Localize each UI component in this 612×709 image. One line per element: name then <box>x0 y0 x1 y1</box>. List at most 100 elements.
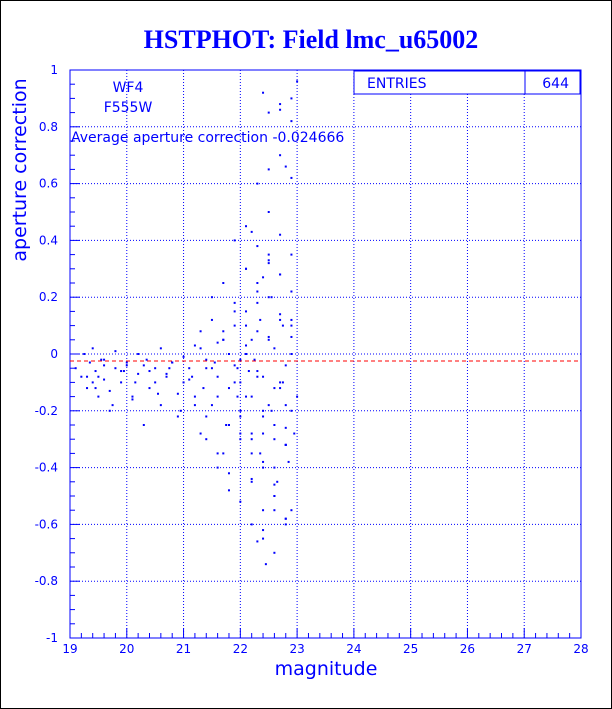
data-point <box>267 253 270 256</box>
data-point <box>256 540 259 543</box>
data-point <box>279 381 282 384</box>
data-point <box>205 367 208 370</box>
data-point <box>171 361 174 364</box>
data-point <box>233 239 236 242</box>
data-point <box>168 367 171 370</box>
data-point <box>103 378 106 381</box>
x-axis-label: magnitude <box>275 658 378 680</box>
data-point <box>256 282 259 284</box>
data-point <box>290 253 293 256</box>
y-tick-label: -0.8 <box>35 574 58 588</box>
data-point <box>279 233 282 236</box>
data-point <box>213 361 216 364</box>
data-point <box>114 367 117 370</box>
filter-label: F555W <box>104 100 153 116</box>
data-point <box>250 338 253 341</box>
data-point <box>131 398 134 401</box>
data-point <box>142 364 145 367</box>
data-point <box>210 296 213 299</box>
data-point <box>284 364 287 367</box>
chart-title: HSTPHOT: Field lmc_u65002 <box>144 25 479 54</box>
data-point <box>227 424 230 426</box>
data-point <box>267 296 270 299</box>
data-point <box>256 330 259 333</box>
data-point <box>145 358 148 361</box>
x-tick-label: 28 <box>573 642 588 656</box>
data-point <box>259 318 262 321</box>
x-tick-label: 27 <box>517 642 532 656</box>
data-point <box>287 460 290 463</box>
data-point <box>91 347 94 350</box>
entries-value: 644 <box>542 76 569 92</box>
data-point <box>256 301 259 304</box>
data-point <box>103 364 106 367</box>
data-point <box>182 381 185 384</box>
data-point <box>148 370 151 373</box>
data-point <box>250 523 253 526</box>
data-point <box>267 259 270 262</box>
data-point <box>193 395 196 398</box>
data-point <box>267 404 270 407</box>
data-point <box>250 480 253 483</box>
data-point <box>148 387 151 390</box>
data-point <box>216 375 219 378</box>
data-point <box>199 330 202 333</box>
data-point <box>262 509 265 512</box>
data-point <box>191 375 194 378</box>
data-point <box>188 378 191 381</box>
data-point <box>227 472 230 475</box>
y-tick-label: 0.4 <box>39 233 58 247</box>
data-point <box>210 367 213 370</box>
data-point <box>239 409 242 412</box>
y-tick-label: 0.2 <box>39 290 58 304</box>
data-point <box>290 176 293 179</box>
y-tick-label: -0.6 <box>35 517 58 531</box>
data-point <box>284 517 287 520</box>
data-point <box>225 424 228 426</box>
data-point <box>279 273 282 276</box>
data-point <box>222 330 225 333</box>
data-point <box>216 466 219 469</box>
data-point <box>108 409 111 412</box>
x-tick-label: 21 <box>176 642 191 656</box>
data-point <box>262 466 265 469</box>
data-point <box>290 335 293 338</box>
data-point <box>250 438 253 441</box>
data-point <box>245 324 248 327</box>
data-point <box>125 364 128 367</box>
data-point <box>250 230 253 233</box>
data-point <box>176 415 179 418</box>
y-tick-label: -0.4 <box>35 461 58 475</box>
data-point <box>97 375 100 378</box>
data-point <box>270 296 273 299</box>
entries-label: ENTRIES <box>367 76 427 92</box>
data-point <box>216 395 219 398</box>
data-point <box>281 381 284 384</box>
data-point <box>108 389 111 392</box>
data-point <box>236 367 239 370</box>
data-point <box>262 432 265 435</box>
data-point <box>273 551 276 554</box>
data-point <box>293 432 296 435</box>
y-tick-label: 0 <box>50 347 58 361</box>
data-point <box>122 370 125 373</box>
data-point <box>250 452 253 455</box>
chip-label: WF4 <box>113 80 144 96</box>
data-point <box>256 375 259 378</box>
data-point <box>245 353 248 355</box>
data-point <box>182 355 185 358</box>
data-point <box>233 364 236 367</box>
data-point <box>273 438 276 441</box>
data-point <box>250 477 253 480</box>
data-point <box>284 426 287 429</box>
data-point <box>296 80 299 83</box>
data-point <box>290 97 293 100</box>
data-point <box>233 381 236 384</box>
data-point <box>233 324 236 327</box>
data-point <box>88 361 91 364</box>
data-point <box>176 392 179 395</box>
data-point <box>205 358 208 361</box>
data-point <box>210 404 213 407</box>
data-point <box>256 245 259 248</box>
